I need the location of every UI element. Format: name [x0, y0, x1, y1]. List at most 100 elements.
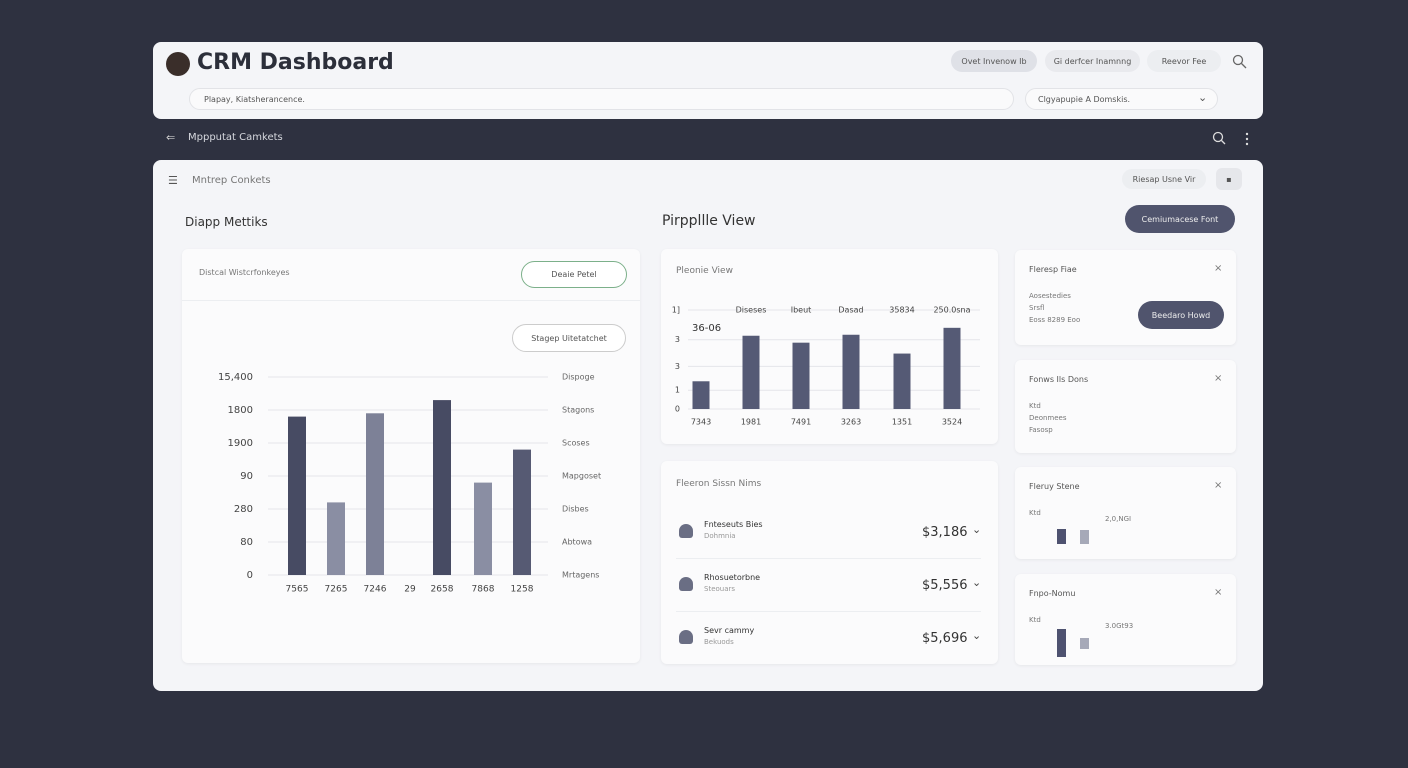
x-tick-label: 7265 — [325, 585, 348, 595]
x-tick-label: 7343 — [691, 418, 711, 427]
y-tick-label: 15,400 — [218, 372, 253, 383]
y-tick-label: 3 — [675, 335, 680, 344]
dropdown[interactable]: Clgyapupie A Domskis. — [1025, 88, 1218, 110]
side-card-button[interactable]: Beedaro Howd — [1138, 301, 1224, 329]
top-label: Ibeut — [791, 306, 812, 315]
x-tick-label: 2658 — [431, 585, 454, 595]
annotation: 36-06 — [692, 323, 721, 334]
tab[interactable]: Gi derfcer Inamnng — [1045, 50, 1140, 72]
action-button[interactable]: Cemiumacese Font — [1125, 205, 1235, 233]
divider — [676, 558, 981, 559]
deal-sub: Dohmnia — [704, 532, 736, 540]
series-label: Dispoge — [562, 373, 595, 382]
search-input[interactable]: Plapay, Kiatsherancence. — [189, 88, 1014, 110]
side-card — [1015, 360, 1236, 453]
x-tick-label: 29 — [404, 585, 416, 595]
subnav-title: Mppputat Camkets — [188, 132, 283, 143]
bar — [692, 381, 710, 409]
deal-name: Sevr cammy — [704, 626, 755, 635]
panel-title: Distcal Wistcrfonkeyes — [199, 268, 290, 277]
y-tick-label: 1 — [675, 386, 680, 395]
x-tick-label: 7491 — [791, 418, 811, 427]
x-tick-label: 7246 — [364, 585, 387, 595]
bar — [366, 413, 384, 575]
deal-sub: Bekuods — [704, 638, 734, 646]
side-card — [1015, 250, 1236, 345]
side-card-text: Deonmees — [1029, 414, 1067, 422]
top-label: 250.0sna — [933, 306, 970, 315]
chevron: ⌄ — [1198, 91, 1208, 104]
bar — [513, 449, 531, 575]
x-tick-label: 1258 — [511, 585, 534, 595]
y-tick-label: 80 — [240, 537, 253, 548]
mini-bar — [1057, 529, 1066, 544]
menu-icon[interactable]: ☰ — [168, 174, 178, 187]
section-title: Diapp Mettiks — [185, 215, 268, 229]
series-label: Scoses — [562, 439, 590, 448]
close[interactable]: × — [1214, 587, 1223, 598]
mini-bar — [1080, 530, 1089, 544]
side-card-text: Srsfl — [1029, 304, 1045, 312]
avatar[interactable] — [166, 52, 190, 76]
bar — [327, 502, 345, 575]
side-card-text: 3.0Gt93 — [1105, 622, 1134, 630]
y-tick-label: 1800 — [228, 405, 253, 416]
series-label: Disbes — [562, 505, 589, 514]
deal-name: Fnteseuts Bies — [704, 520, 763, 529]
x-tick-label: 7565 — [286, 585, 309, 595]
side-card-text: Ktd — [1029, 616, 1041, 624]
person-icon — [679, 630, 693, 644]
close[interactable]: × — [1214, 263, 1223, 274]
chevron[interactable]: ⌄ — [972, 576, 982, 589]
icon-button[interactable]: ▪ — [1216, 168, 1242, 190]
series-label: Mrtagens — [562, 571, 599, 580]
bar — [433, 400, 451, 575]
section-title: Pirppllle View — [662, 213, 756, 229]
x-tick-label: 3263 — [841, 418, 861, 427]
series-label: Mapgoset — [562, 472, 601, 481]
search-icon[interactable] — [1232, 54, 1248, 70]
title: CRM Dashboard — [197, 50, 394, 75]
bar — [792, 342, 810, 409]
back-icon[interactable]: ⇐ — [166, 131, 176, 144]
chevron[interactable]: ⌄ — [972, 629, 982, 642]
deal-sub: Steouars — [704, 585, 736, 593]
person-icon — [679, 524, 693, 538]
subnav-icons[interactable] — [1212, 131, 1252, 149]
side-card — [1015, 467, 1236, 559]
deal-amount: $3,186 — [922, 525, 968, 540]
deal-name: Rhosuetorbne — [704, 573, 761, 582]
mini-bar — [1057, 629, 1066, 657]
tab[interactable]: Ovet Invenow Ib — [951, 50, 1037, 72]
chevron[interactable]: ⌄ — [972, 523, 982, 536]
tab[interactable]: Reevor Fee — [1147, 50, 1221, 72]
x-tick-label: 1981 — [741, 418, 761, 427]
y-tick-label: 90 — [240, 471, 253, 482]
side-card-title: Fonws Ils Dons — [1029, 375, 1089, 384]
x-tick-label: 3524 — [942, 418, 962, 427]
deal-amount: $5,696 — [922, 631, 968, 646]
pipeline-panel — [661, 249, 998, 444]
series-label: Abtowa — [562, 538, 592, 547]
bar — [893, 353, 911, 409]
filter[interactable]: Riesap Usne Vir — [1122, 169, 1206, 189]
bar — [842, 334, 860, 409]
side-card — [1015, 574, 1236, 665]
side-card-title: Fnpo-Nomu — [1029, 589, 1076, 598]
person-icon — [679, 577, 693, 591]
panel-button[interactable]: Deaie Petel — [521, 261, 627, 288]
side-card-title: Fleruy Stene — [1029, 482, 1080, 491]
divider — [676, 611, 981, 612]
y-tick-label: 0 — [247, 570, 253, 581]
select[interactable]: Stagep Uitetatchet — [512, 324, 626, 352]
y-tick-label: 0 — [675, 405, 680, 414]
close[interactable]: × — [1214, 373, 1223, 384]
x-tick-label: 1351 — [892, 418, 912, 427]
bar — [943, 327, 961, 409]
side-card-text: Fasosp — [1029, 426, 1053, 434]
close[interactable]: × — [1214, 480, 1223, 491]
panel-title: Pleonie View — [676, 266, 733, 276]
x-tick-label: 7868 — [472, 585, 495, 595]
